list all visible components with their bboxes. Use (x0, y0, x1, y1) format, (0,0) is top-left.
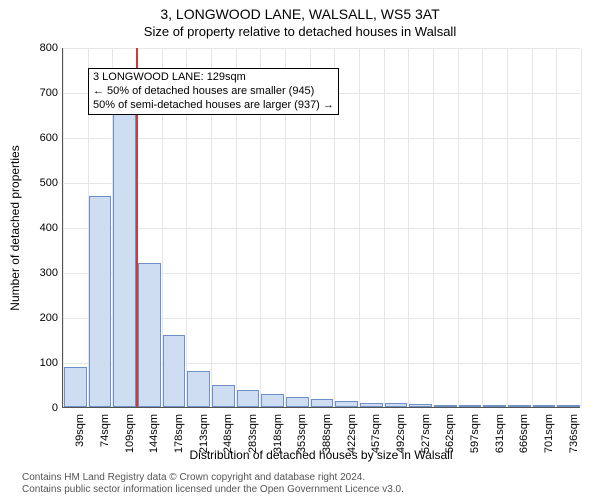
x-tick-label: 353sqm (296, 414, 308, 453)
histogram-bar (360, 403, 383, 408)
x-tick-label: 701sqm (543, 414, 555, 453)
gridline-vertical (482, 48, 483, 407)
histogram-bar (335, 401, 358, 407)
gridline-vertical (433, 48, 434, 407)
plot-area: 3 LONGWOOD LANE: 129sqm← 50% of detached… (62, 48, 580, 408)
x-tick-label: 178sqm (173, 414, 185, 453)
y-tick-label: 500 (8, 177, 58, 189)
chart-title-main: 3, LONGWOOD LANE, WALSALL, WS5 3AT (0, 6, 600, 22)
histogram-bar (409, 404, 432, 407)
x-tick-label: 144sqm (148, 414, 160, 453)
y-tick-label: 800 (8, 42, 58, 54)
x-tick-label: 109sqm (124, 414, 136, 453)
chart-title-sub: Size of property relative to detached ho… (0, 24, 600, 39)
annotation-line: 50% of semi-detached houses are larger (… (93, 99, 334, 113)
footnote-line1: Contains HM Land Registry data © Crown c… (22, 472, 404, 484)
x-tick-label: 318sqm (272, 414, 284, 453)
x-tick-label: 492sqm (395, 414, 407, 453)
annotation-line: 3 LONGWOOD LANE: 129sqm (93, 71, 334, 85)
x-tick-label: 74sqm (99, 414, 111, 447)
histogram-bar (237, 390, 260, 407)
histogram-bar (187, 371, 210, 407)
gridline-vertical (458, 48, 459, 407)
histogram-bar (385, 403, 408, 407)
gridline-vertical (581, 48, 582, 407)
histogram-bar (459, 405, 482, 407)
gridline-vertical (408, 48, 409, 407)
gridline-vertical (384, 48, 385, 407)
histogram-bar (113, 110, 136, 407)
histogram-bar (286, 397, 309, 407)
histogram-bar (508, 405, 531, 407)
histogram-bar (89, 196, 112, 408)
gridline-vertical (507, 48, 508, 407)
x-tick-label: 39sqm (74, 414, 86, 447)
histogram-bar (261, 394, 284, 408)
gridline-vertical (359, 48, 360, 407)
gridline-horizontal (63, 138, 580, 139)
y-tick-label: 300 (8, 267, 58, 279)
gridline-vertical (556, 48, 557, 407)
annotation-box: 3 LONGWOOD LANE: 129sqm← 50% of detached… (88, 68, 339, 115)
gridline-horizontal (63, 183, 580, 184)
x-tick-label: 213sqm (198, 414, 210, 453)
histogram-bar (434, 405, 457, 407)
x-tick-label: 631sqm (494, 414, 506, 453)
x-tick-label: 422sqm (346, 414, 358, 453)
footnote-line2: Contains public sector information licen… (22, 484, 404, 496)
x-tick-label: 388sqm (321, 414, 333, 453)
histogram-bar (483, 405, 506, 407)
x-tick-label: 283sqm (247, 414, 259, 453)
x-tick-label: 527sqm (420, 414, 432, 453)
chart-container: 3, LONGWOOD LANE, WALSALL, WS5 3AT Size … (0, 0, 600, 500)
histogram-bar (64, 367, 87, 408)
histogram-bar (212, 385, 235, 407)
y-tick-label: 700 (8, 87, 58, 99)
gridline-horizontal (63, 48, 580, 49)
x-tick-label: 562sqm (444, 414, 456, 453)
y-tick-label: 100 (8, 357, 58, 369)
x-tick-label: 248sqm (222, 414, 234, 453)
x-tick-label: 736sqm (568, 414, 580, 453)
y-tick-label: 600 (8, 132, 58, 144)
histogram-bar (311, 399, 334, 407)
gridline-vertical (63, 48, 64, 407)
x-tick-label: 457sqm (370, 414, 382, 453)
histogram-bar (533, 405, 556, 407)
y-tick-label: 0 (8, 402, 58, 414)
y-tick-label: 400 (8, 222, 58, 234)
annotation-line: ← 50% of detached houses are smaller (94… (93, 85, 334, 99)
histogram-bar (557, 405, 580, 407)
gridline-vertical (532, 48, 533, 407)
histogram-bar (163, 335, 186, 407)
y-tick-label: 200 (8, 312, 58, 324)
x-tick-label: 597sqm (469, 414, 481, 453)
histogram-bar (138, 263, 161, 407)
x-tick-label: 666sqm (518, 414, 530, 453)
footnote: Contains HM Land Registry data © Crown c… (22, 472, 404, 496)
gridline-horizontal (63, 228, 580, 229)
